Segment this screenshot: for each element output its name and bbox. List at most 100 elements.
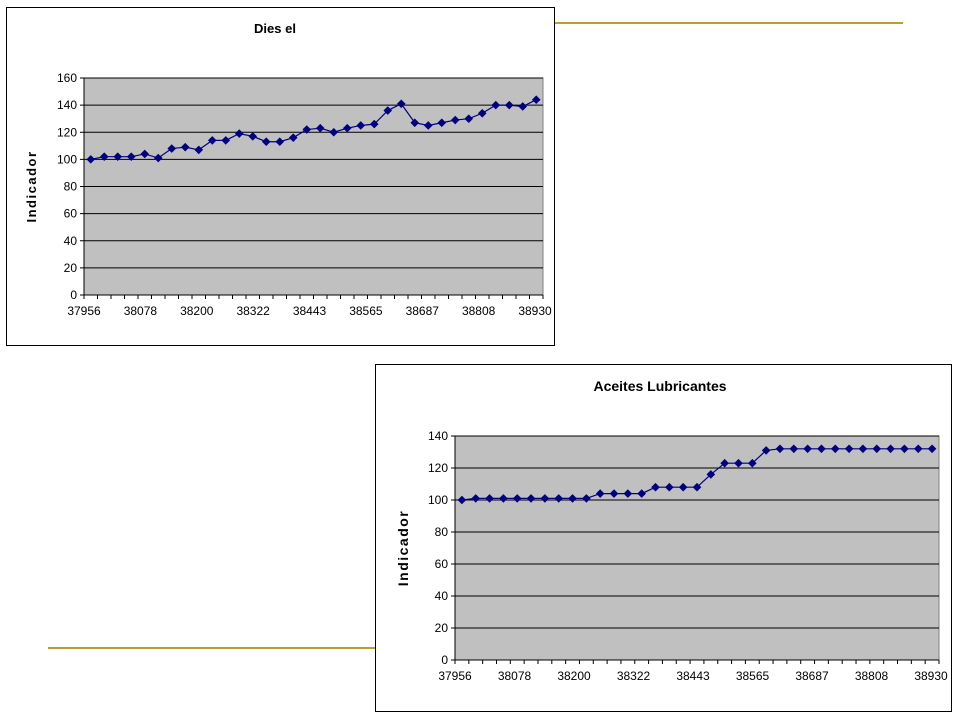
data-point-marker	[410, 118, 420, 128]
data-point-marker	[665, 482, 674, 492]
data-point-marker	[526, 494, 536, 503]
series-line	[90, 99, 537, 160]
data-point-marker	[113, 152, 123, 161]
data-point-marker	[167, 144, 177, 153]
data-point-marker	[595, 489, 605, 498]
y-axis-title: Indicador	[395, 510, 411, 587]
x-tick-label: 38078	[124, 304, 158, 318]
data-point-marker	[734, 458, 743, 468]
data-point-marker	[748, 458, 757, 468]
data-point-marker	[491, 100, 501, 110]
data-point-marker	[437, 118, 447, 128]
chart-title: Dies el	[254, 21, 296, 36]
x-tick-label: 38322	[236, 304, 270, 318]
x-tick-label: 37956	[67, 304, 101, 318]
x-tick-label: 38930	[518, 304, 552, 318]
x-tick-label: 38930	[914, 669, 948, 683]
y-tick-label: 0	[70, 288, 77, 302]
data-point-marker	[302, 125, 312, 134]
data-point-marker	[194, 145, 204, 155]
data-point-marker	[775, 444, 785, 454]
x-tick-label: 38565	[736, 669, 770, 683]
data-point-marker	[531, 95, 541, 105]
data-point-marker	[803, 444, 812, 454]
data-point-marker	[817, 444, 826, 454]
data-point-marker	[207, 136, 217, 145]
y-tick-label: 140	[57, 98, 77, 112]
data-point-marker	[761, 446, 771, 455]
x-tick-label: 38200	[557, 669, 591, 683]
data-point-marker	[858, 444, 868, 454]
data-point-marker	[844, 444, 854, 454]
data-point-marker	[153, 153, 163, 163]
data-point-marker	[356, 121, 366, 130]
data-point-marker	[99, 152, 109, 161]
data-point-marker	[464, 114, 474, 123]
decorative-line-bottom	[48, 647, 376, 649]
x-tick-label: 38808	[462, 304, 496, 318]
data-point-marker	[913, 444, 923, 454]
chart-title: Aceites Lubricantes	[593, 378, 726, 394]
data-point-marker	[234, 129, 244, 138]
data-point-marker	[450, 115, 460, 125]
x-tick-label: 38687	[406, 304, 440, 318]
data-point-marker	[457, 495, 467, 505]
chart-diesel-svg: Dies el 0 20 40 60 80 100 120 140 160 37956 38078 38…	[24, 21, 552, 318]
y-tick-label: 160	[57, 71, 77, 85]
data-point-marker	[180, 142, 190, 152]
data-point-marker	[275, 137, 285, 147]
x-tick-label: 38808	[855, 669, 889, 683]
y-tick-label: 80	[435, 525, 449, 539]
x-tick-label: 38687	[795, 669, 829, 683]
data-point-marker	[692, 482, 702, 492]
chart-aceites-lubricantes: Aceites Lubricantes 0 20 40 60 80 100 120 140 379…	[375, 364, 952, 712]
data-point-marker	[471, 494, 481, 503]
data-point-marker	[140, 149, 150, 159]
data-point-marker	[288, 133, 298, 142]
y-tick-label: 100	[57, 152, 77, 166]
chart-diesel: Dies el 0 20 40 60 80 100 120 140 160 37956 38078 38…	[6, 7, 555, 346]
data-point-marker	[369, 119, 379, 129]
data-point-marker	[504, 100, 514, 110]
data-point-marker	[623, 489, 633, 498]
data-point-marker	[927, 444, 937, 454]
decorative-line-top	[555, 22, 903, 24]
data-point-marker	[512, 494, 522, 503]
data-point-marker	[568, 494, 577, 503]
data-point-marker	[651, 482, 660, 492]
y-tick-label: 140	[428, 429, 448, 443]
data-point-marker	[423, 121, 433, 130]
data-point-marker	[637, 489, 646, 498]
data-point-marker	[396, 99, 406, 109]
data-point-marker	[830, 444, 840, 454]
y-tick-label: 100	[428, 493, 448, 507]
data-point-marker	[221, 136, 231, 145]
data-point-marker	[678, 482, 688, 492]
y-tick-label: 120	[428, 461, 448, 475]
data-point-marker	[86, 155, 96, 164]
y-tick-label: 40	[64, 234, 78, 248]
x-tick-label: 38078	[498, 669, 532, 683]
data-point-marker	[485, 494, 494, 503]
y-tick-label: 60	[64, 207, 78, 221]
y-tick-label: 20	[435, 621, 449, 635]
x-tick-label: 38565	[349, 304, 383, 318]
data-point-marker	[720, 458, 729, 468]
plot-area	[454, 435, 940, 661]
data-point-marker	[582, 494, 591, 503]
y-tick-label: 0	[441, 653, 448, 667]
data-point-marker	[499, 494, 508, 503]
data-point-marker	[540, 494, 550, 503]
x-tick-label: 38200	[180, 304, 214, 318]
y-tick-label: 20	[64, 261, 78, 275]
data-point-marker	[477, 108, 487, 118]
y-axis-title: Indicador	[24, 150, 39, 222]
data-point-marker	[886, 444, 895, 454]
x-tick-label: 38322	[617, 669, 651, 683]
data-point-marker	[706, 470, 716, 479]
data-point-marker	[329, 127, 339, 137]
data-point-marker	[554, 494, 564, 503]
data-point-marker	[609, 489, 619, 498]
x-tick-label: 38443	[293, 304, 327, 318]
chart-aceites-lubricantes-svg: Aceites Lubricantes 0 20 40 60 80 100 120 140 379…	[395, 378, 948, 683]
